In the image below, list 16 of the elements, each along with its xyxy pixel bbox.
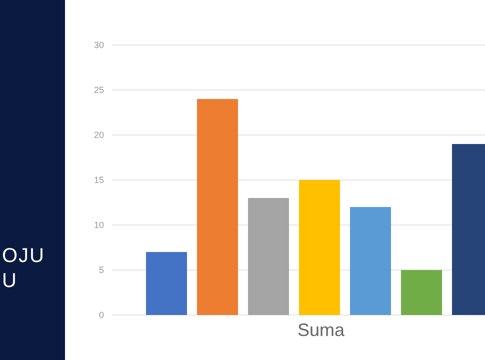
x-tick-label: Suma <box>297 320 346 340</box>
bar <box>401 270 442 315</box>
bar <box>197 99 238 315</box>
y-tick-label: 15 <box>94 175 104 186</box>
y-tick-label: 0 <box>98 310 104 320</box>
bar <box>146 252 187 315</box>
bar <box>248 198 289 315</box>
text: OJU <box>2 244 45 268</box>
text: U <box>2 269 18 293</box>
y-tick-label: 20 <box>94 130 104 140</box>
y-tick-label: 25 <box>94 85 104 96</box>
bar <box>350 207 391 315</box>
y-tick-label: 10 <box>94 220 104 230</box>
y-tick-label: 30 <box>94 40 104 50</box>
bar <box>299 180 340 315</box>
y-tick-label: 5 <box>98 265 104 276</box>
